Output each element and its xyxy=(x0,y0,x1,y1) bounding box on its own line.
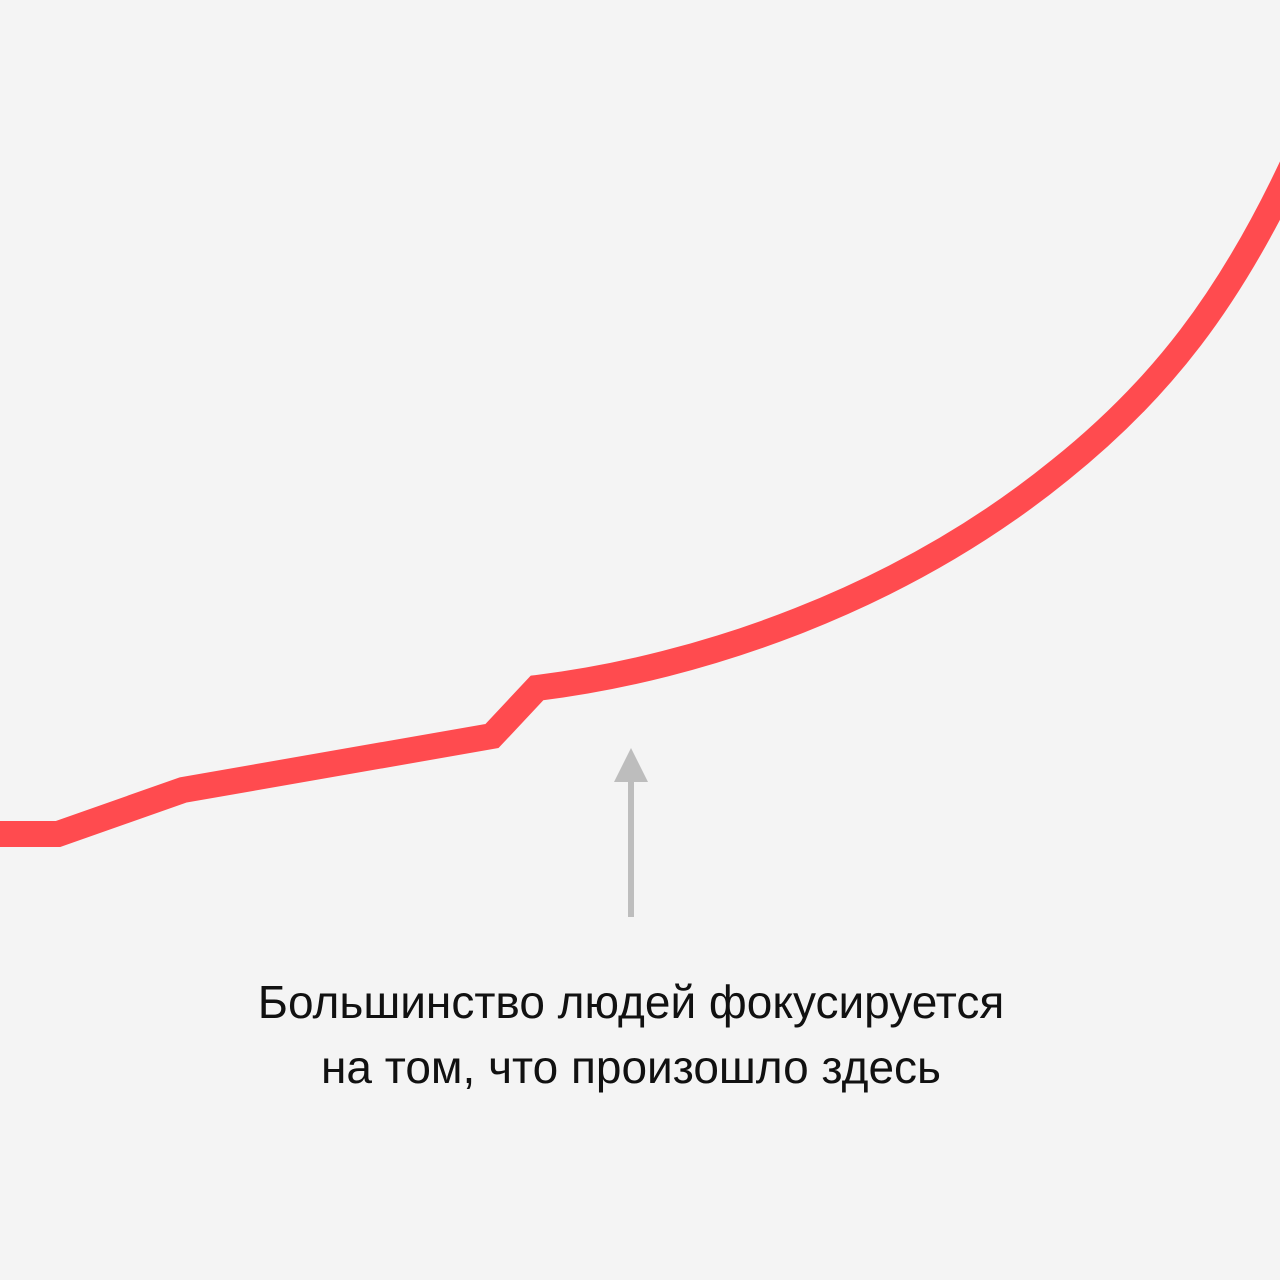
caption-line: Большинство людей фокусируется xyxy=(258,976,1004,1028)
arrow-head xyxy=(614,748,648,782)
caption-line: на том, что произошло здесь xyxy=(321,1041,941,1093)
growth-curve xyxy=(0,161,1280,847)
